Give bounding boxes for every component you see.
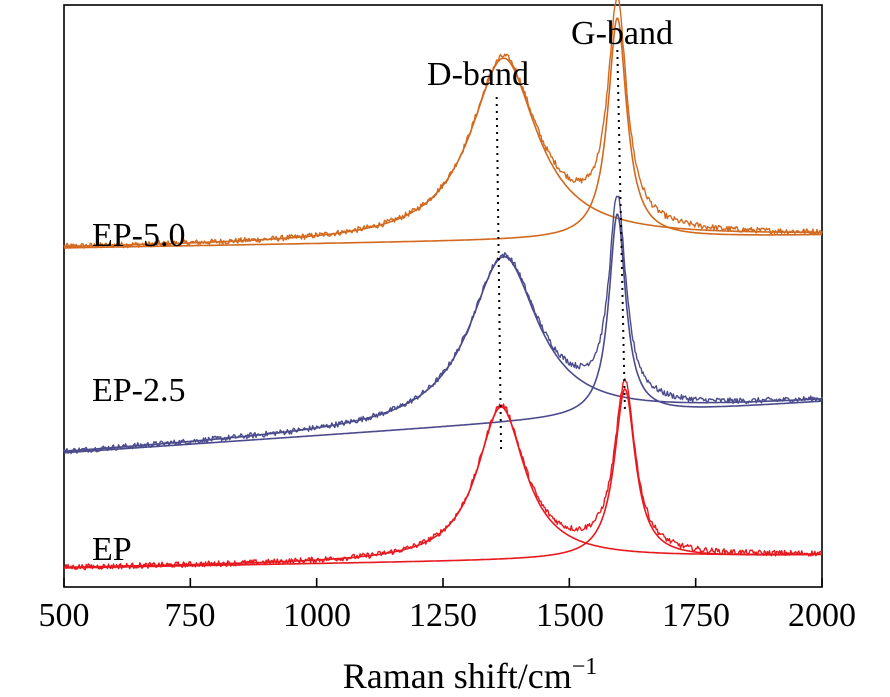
fit-d-band-ep: [64, 406, 822, 569]
x-tick-label-750: 750: [165, 597, 216, 634]
x-tick-label-500: 500: [39, 597, 90, 634]
spectrum-ep-2-5: [63, 195, 823, 455]
x-axis-ticks: [63, 578, 823, 587]
series-label-ep-5-0: EP-5.0: [92, 217, 186, 254]
band-label-g: G-band: [571, 15, 673, 52]
x-tick-label-1750: 1750: [662, 597, 730, 634]
x-axis-label-superscript: −1: [572, 654, 598, 680]
x-axis-label: Raman shift/cm−1: [343, 654, 598, 696]
fit-g-band-ep-5-0: [64, 17, 822, 249]
spectrum-ep-5-0: [63, 0, 823, 249]
fit-g-band-ep-2-5: [64, 213, 823, 454]
d-band-guide-line: [495, 96, 503, 453]
series-label-ep-2-5: EP-2.5: [92, 372, 186, 409]
x-axis-label-text: Raman shift/cm: [343, 656, 572, 696]
band-label-d: D-band: [427, 56, 529, 93]
x-tick-label-1500: 1500: [536, 597, 604, 634]
band-guide-lines: [495, 49, 626, 453]
x-tick-label-1000: 1000: [283, 597, 351, 634]
fit-g-band-ep: [64, 388, 822, 569]
spectrum-ep: [63, 378, 823, 571]
series-layer: [63, 0, 823, 571]
series-label-ep: EP: [92, 531, 132, 568]
x-tick-label-1250: 1250: [409, 597, 477, 634]
x-tick-label-2000: 2000: [788, 597, 856, 634]
fit-d-band-ep-2-5: [63, 255, 822, 453]
